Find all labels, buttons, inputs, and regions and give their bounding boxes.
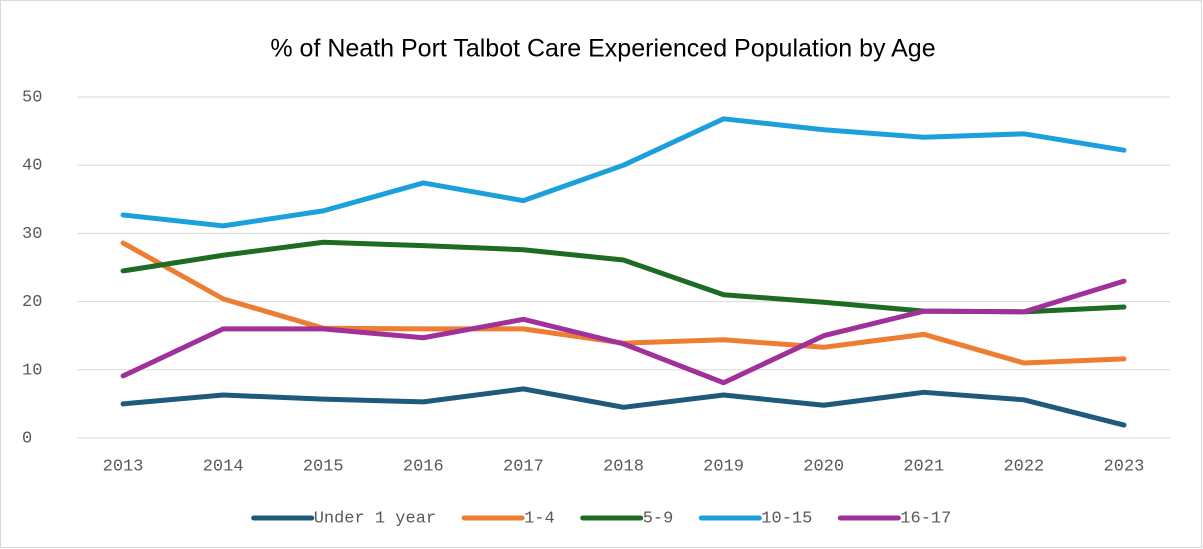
legend-label: 16-17 xyxy=(900,509,951,528)
series-line xyxy=(120,386,1127,428)
y-tick-label: 50 xyxy=(22,88,42,107)
y-tick-label: 40 xyxy=(22,157,42,176)
x-tick-label: 2015 xyxy=(303,457,344,476)
x-tick-label: 2023 xyxy=(1104,457,1145,476)
x-tick-label: 2013 xyxy=(103,457,144,476)
series-line xyxy=(120,278,1127,386)
legend-label: 1-4 xyxy=(524,509,555,528)
y-tick-label: 10 xyxy=(22,361,42,380)
legend-label: Under 1 year xyxy=(314,509,436,528)
y-tick-label: 0 xyxy=(22,429,32,448)
x-tick-label: 2017 xyxy=(503,457,544,476)
legend-label: 10-15 xyxy=(761,509,812,528)
x-tick-label: 2020 xyxy=(803,457,844,476)
x-tick-label: 2014 xyxy=(203,457,244,476)
x-tick-label: 2018 xyxy=(603,457,644,476)
y-tick-label: 30 xyxy=(22,225,42,244)
series-line xyxy=(120,116,1127,229)
legend-label: 5-9 xyxy=(643,509,674,528)
x-tick-label: 2019 xyxy=(703,457,744,476)
x-tick-label: 2016 xyxy=(403,457,444,476)
x-tick-label: 2022 xyxy=(1003,457,1044,476)
x-tick-label: 2021 xyxy=(903,457,944,476)
chart-title: % of Neath Port Talbot Care Experienced … xyxy=(270,35,935,63)
y-tick-label: 20 xyxy=(22,293,42,312)
